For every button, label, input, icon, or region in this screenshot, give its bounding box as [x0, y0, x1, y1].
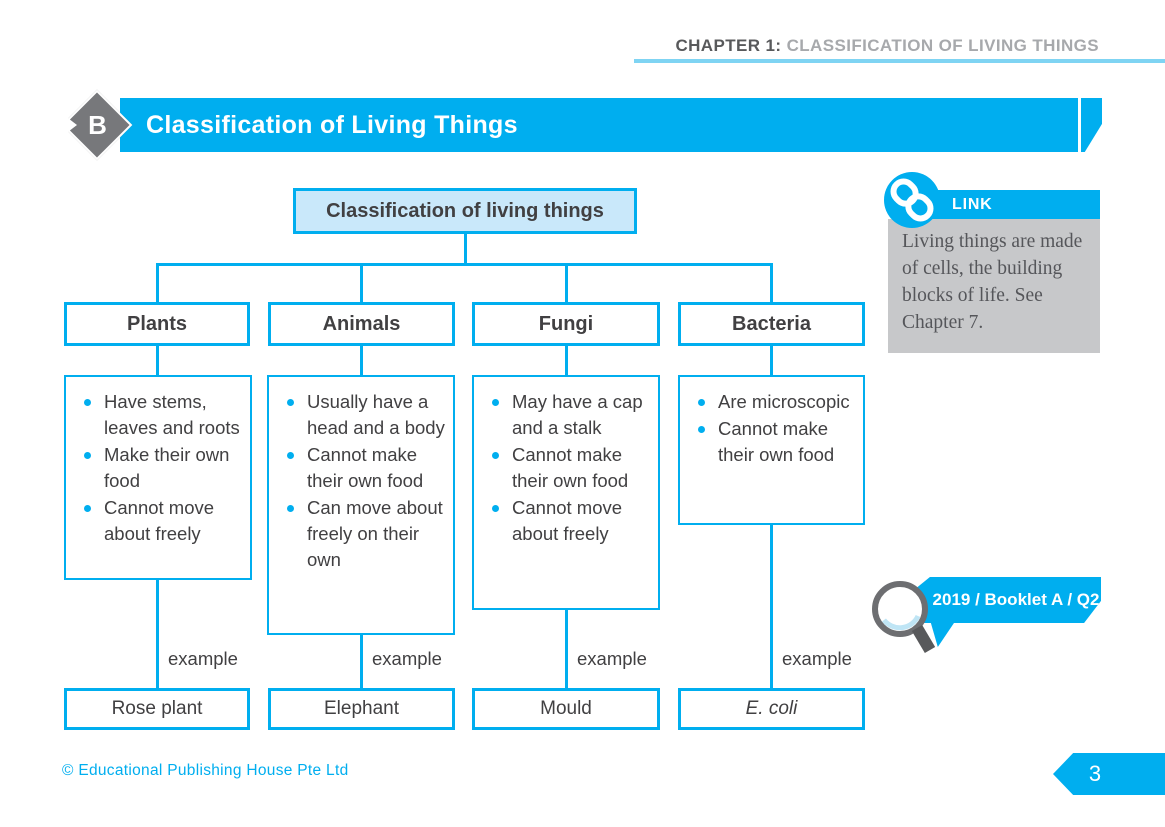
- connector-animals-detail: [359, 344, 363, 377]
- category-box-bacteria: Bacteria: [678, 302, 865, 346]
- detail-box-bacteria: Are microscopic Cannot make their own fo…: [678, 375, 865, 525]
- page-number-tag: 3: [1053, 753, 1165, 795]
- connector-animals-example: [359, 633, 363, 690]
- category-box-fungi: Fungi: [472, 302, 660, 346]
- list-item: Have stems, leaves and roots: [78, 389, 242, 441]
- example-label-fungi: example: [577, 648, 647, 669]
- connector-drop-bacteria: [770, 263, 773, 304]
- link-box-text: Living things are made of cells, the bui…: [888, 219, 1100, 353]
- section-banner: [120, 98, 1078, 152]
- copyright-notice: © Educational Publishing House Pte Ltd: [62, 762, 349, 779]
- example-box-fungi: Mould: [472, 688, 660, 730]
- list-item: Can move about freely on their own: [281, 495, 445, 573]
- section-banner-end-cap: [1081, 98, 1102, 152]
- list-item: Usually have a head and a body: [281, 389, 445, 441]
- connector-drop-plants: [155, 263, 159, 304]
- example-label-plants: example: [168, 648, 238, 669]
- section-title: Classification of Living Things: [146, 111, 518, 139]
- list-item: May have a cap and a stalk: [486, 389, 650, 441]
- example-label-animals: example: [372, 648, 442, 669]
- list-item: Cannot move about freely: [486, 495, 650, 547]
- category-box-animals: Animals: [268, 302, 455, 346]
- list-item: Make their own food: [78, 442, 242, 494]
- list-item: Cannot make their own food: [281, 442, 445, 494]
- connector-root-stem: [463, 233, 467, 266]
- chapter-title: CLASSIFICATION OF LIVING THINGS: [786, 36, 1099, 55]
- connector-drop-animals: [359, 263, 363, 304]
- connector-fungi-detail: [564, 344, 568, 377]
- list-item: Cannot make their own food: [692, 416, 855, 468]
- chain-link-icon: [884, 172, 940, 228]
- example-label-bacteria: example: [782, 648, 852, 669]
- magnifying-glass-icon: [872, 581, 936, 654]
- example-box-plants: Rose plant: [64, 688, 250, 730]
- fungi-feature-list: May have a cap and a stalk Cannot make t…: [474, 377, 658, 547]
- connector-drop-fungi: [564, 263, 568, 304]
- animals-feature-list: Usually have a head and a body Cannot ma…: [269, 377, 453, 573]
- connector-plants-example: [155, 578, 159, 690]
- connector-horizontal-rail: [155, 263, 773, 266]
- bacteria-feature-list: Are microscopic Cannot make their own fo…: [680, 377, 863, 468]
- list-item: Are microscopic: [692, 389, 855, 415]
- connector-plants-detail: [155, 344, 159, 377]
- chapter-underline-rule: [634, 59, 1165, 63]
- plants-feature-list: Have stems, leaves and roots Make their …: [66, 377, 250, 547]
- question-ref-badge: 2019 / Booklet A / Q2: [913, 577, 1101, 623]
- example-box-animals: Elephant: [268, 688, 455, 730]
- connector-bacteria-detail: [770, 344, 773, 377]
- flowchart-root-box: Classification of living things: [293, 188, 637, 234]
- detail-box-animals: Usually have a head and a body Cannot ma…: [267, 375, 455, 635]
- list-item: Cannot move about freely: [78, 495, 242, 547]
- connector-bacteria-example: [770, 523, 773, 690]
- detail-box-plants: Have stems, leaves and roots Make their …: [64, 375, 252, 580]
- connector-fungi-example: [564, 608, 568, 690]
- category-box-plants: Plants: [64, 302, 250, 346]
- chapter-heading: CHAPTER 1: CLASSIFICATION OF LIVING THIN…: [675, 36, 1099, 56]
- chapter-number: CHAPTER 1:: [675, 36, 782, 55]
- example-box-bacteria: E. coli: [678, 688, 865, 730]
- section-badge-letter: B: [88, 110, 107, 140]
- list-item: Cannot make their own food: [486, 442, 650, 494]
- detail-box-fungi: May have a cap and a stalk Cannot make t…: [472, 375, 660, 610]
